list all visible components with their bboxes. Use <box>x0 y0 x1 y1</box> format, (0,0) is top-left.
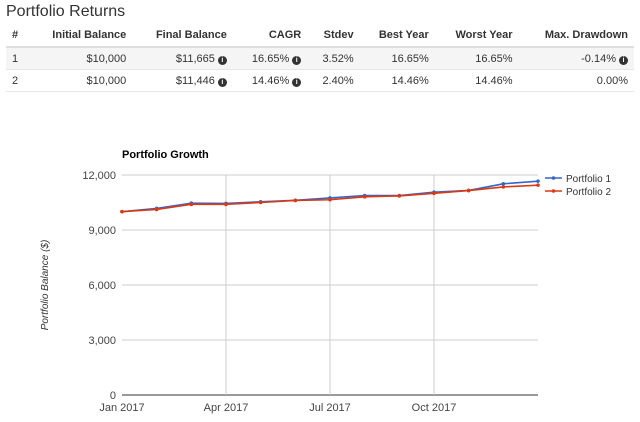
section-title: Portfolio Returns <box>6 3 126 20</box>
data-point <box>536 183 540 187</box>
data-point <box>328 197 332 202</box>
data-point <box>293 198 298 203</box>
info-icon[interactable]: i <box>217 55 227 65</box>
y-tick-label: 9,000 <box>88 225 116 237</box>
cell-value: 14.46% <box>251 74 290 87</box>
legend-label: Portfolio 1 <box>566 174 611 185</box>
cell-max-drawdown: -0.14% i <box>518 47 634 70</box>
cell-index: 1 <box>6 47 28 70</box>
x-tick-label: Oct 2017 <box>412 402 457 414</box>
data-point <box>432 191 436 196</box>
chart-grid <box>122 174 538 396</box>
legend-marker <box>551 176 556 180</box>
data-point <box>362 195 367 199</box>
chart-legend: Portfolio 1 Portfolio 2 <box>545 174 611 198</box>
cell-final-balance: $11,446 i <box>132 69 233 92</box>
table-header-row: # Initial Balance Final Balance CAGR Std… <box>6 24 634 48</box>
cell-stdev: 2.40% <box>307 69 360 92</box>
cell-worst-year: 14.46% <box>434 69 519 92</box>
cell-cagr: 16.65% i <box>232 47 308 70</box>
data-point <box>501 182 506 186</box>
cell-best-year: 16.65% <box>359 47 435 70</box>
portfolio-growth-chart: Portfolio Growth Portfolio Balance ($) 0… <box>40 149 611 414</box>
y-tick-label: 12,000 <box>82 170 116 182</box>
x-tick-label: Apr 2017 <box>204 402 249 414</box>
data-point <box>258 200 263 205</box>
col-header-stdev: Stdev <box>307 24 360 48</box>
series-lines <box>120 179 540 214</box>
y-tick-label: 6,000 <box>88 280 116 292</box>
col-header-best-year: Best Year <box>359 24 435 48</box>
x-tick-label: Jan 2017 <box>99 402 144 414</box>
data-point <box>224 202 228 207</box>
legend-label: Portfolio 2 <box>566 187 611 198</box>
cell-initial-balance: $10,000 <box>27 69 133 92</box>
y-tick-label: 0 <box>110 390 116 402</box>
col-header-cagr: CAGR <box>232 24 308 48</box>
cell-index: 2 <box>6 69 28 92</box>
data-point <box>120 209 124 214</box>
info-icon[interactable]: i <box>292 55 302 65</box>
legend-marker <box>551 189 556 193</box>
portfolio-returns-table: # Initial Balance Final Balance CAGR Std… <box>6 24 634 92</box>
info-icon[interactable]: i <box>217 77 227 87</box>
y-tick-label: 3,000 <box>88 335 116 347</box>
chart-title: Portfolio Growth <box>122 149 209 161</box>
col-header-worst-year: Worst Year <box>434 24 519 48</box>
col-header-final-balance: Final Balance <box>132 24 233 48</box>
cell-final-balance: $11,665 i <box>132 47 233 70</box>
info-icon[interactable]: i <box>619 55 628 65</box>
cell-best-year: 14.46% <box>359 69 435 92</box>
info-icon[interactable]: i <box>292 77 302 87</box>
data-point <box>189 202 194 207</box>
x-tick-label: Jul 2017 <box>309 402 351 414</box>
cell-value: $11,446 <box>175 74 215 87</box>
cell-value: $11,665 <box>175 52 215 65</box>
data-point <box>397 194 402 198</box>
col-header-index: # <box>6 24 28 48</box>
table-row: 1 $10,000 $11,665 i 16.65% i 3.52% 16.65% … <box>6 47 634 70</box>
table-row: 2 $10,000 $11,446 i 14.46% i 2.40% 14.46% … <box>6 69 634 92</box>
data-point <box>536 179 540 183</box>
data-point <box>154 207 159 212</box>
cell-value: -0.14% <box>581 52 616 65</box>
cell-cagr: 14.46% i <box>232 69 308 92</box>
cell-stdev: 3.52% <box>307 47 360 70</box>
cell-max-drawdown: 0.00% <box>518 69 634 92</box>
x-axis-ticks: Jan 2017 Apr 2017 Jul 2017 Oct 2017 <box>99 402 456 414</box>
data-point <box>466 188 471 193</box>
cell-initial-balance: $10,000 <box>27 47 133 70</box>
cell-value: 16.65% <box>251 52 290 65</box>
col-header-max-drawdown: Max. Drawdown <box>518 24 634 48</box>
col-header-initial-balance: Initial Balance <box>27 24 133 48</box>
y-axis-label: Portfolio Balance ($) <box>40 240 51 331</box>
y-axis-ticks: 0 3,000 6,000 9,000 12,000 <box>82 170 116 402</box>
cell-worst-year: 16.65% <box>434 47 519 70</box>
data-point <box>501 185 506 189</box>
